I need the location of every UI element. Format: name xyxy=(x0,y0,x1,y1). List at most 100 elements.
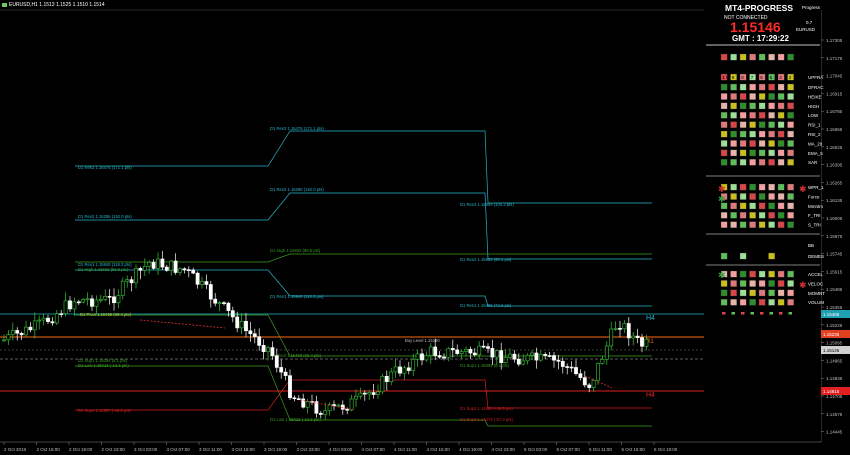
signal-cell xyxy=(749,149,756,157)
signal-cell xyxy=(720,212,728,219)
candle-body xyxy=(472,352,477,356)
candle-body xyxy=(138,268,143,271)
signal-label: HEIKE xyxy=(808,94,822,99)
candle-body xyxy=(129,279,134,284)
signal-cell xyxy=(739,183,747,191)
candle-body xyxy=(68,300,72,310)
yaxis-label: 1.16265 xyxy=(826,180,843,185)
signal-cell xyxy=(730,83,737,91)
xaxis-label: 5 Oct 07:00 xyxy=(557,447,581,452)
signal-cell xyxy=(787,270,794,278)
signal-label: DFRAC xyxy=(808,85,824,90)
signal-cell xyxy=(739,149,747,157)
signal-cell xyxy=(720,270,728,278)
level-label-left: D1 Low 1.15013 (-13.3 pts) xyxy=(78,363,129,368)
signal-cell xyxy=(768,159,775,166)
trend-dotted-line xyxy=(299,399,356,411)
candle-body xyxy=(156,258,160,269)
window-title: EURUSD,H1 1.1513 1.1525 1.1510 1.1514 xyxy=(2,2,105,8)
signal-label: F_TRI xyxy=(808,213,821,218)
tf-cell xyxy=(758,73,766,81)
signal-label: EMA_5 xyxy=(808,151,823,156)
candle-body xyxy=(305,401,310,408)
signal-cell xyxy=(777,280,785,287)
yaxis-label: 1.14445 xyxy=(826,430,843,435)
price-tag-label: 1.14915 xyxy=(823,389,840,394)
candle-body xyxy=(173,260,178,273)
h4-low-label: H4 xyxy=(646,392,655,399)
candle-body xyxy=(371,392,376,395)
xaxis-label: 3 Oct 23:00 xyxy=(297,447,321,452)
signal-cell xyxy=(758,121,766,128)
yaxis-label: 1.15225 xyxy=(826,323,843,328)
candle-body xyxy=(349,398,354,411)
signal-cell xyxy=(768,289,775,297)
candle-body xyxy=(538,354,543,361)
candle-body xyxy=(631,335,636,339)
candle-body xyxy=(468,349,473,354)
tf-cell xyxy=(777,73,785,81)
candle-body xyxy=(389,371,394,382)
candle-body xyxy=(261,345,266,353)
price-tag-label: 1.15235 xyxy=(823,332,840,337)
yaxis-label: 1.15745 xyxy=(826,252,843,257)
candle-body xyxy=(191,269,196,274)
candle-body xyxy=(90,298,94,307)
signal-cell xyxy=(720,289,728,297)
signal-cell xyxy=(739,280,747,287)
bb-cell xyxy=(720,252,728,260)
level-label: D1 Sup1 1.15094 (8.1 pts) xyxy=(460,363,510,368)
candle-body xyxy=(358,392,363,397)
xaxis-label: 4 Oct 11:00 xyxy=(394,447,417,452)
signal-cell xyxy=(739,193,747,200)
candle-body xyxy=(222,302,226,304)
yaxis-label: 1.17175 xyxy=(826,56,843,61)
signal-cell xyxy=(768,140,775,147)
xaxis-label: 4 Oct 03:00 xyxy=(329,447,353,452)
tf-digit: 9 xyxy=(732,75,735,80)
signal-cell xyxy=(758,183,766,191)
candle-body xyxy=(600,359,605,364)
signal-cell xyxy=(730,112,737,119)
signal-cell xyxy=(720,93,728,100)
xaxis-label: 3 Oct 15:00 xyxy=(232,447,256,452)
signal-cell xyxy=(777,183,785,191)
candle-body xyxy=(384,375,389,382)
candle-body xyxy=(560,360,565,367)
signal-label: LOW xyxy=(808,113,819,118)
signal-cell xyxy=(730,159,737,166)
summary-cell xyxy=(758,53,766,61)
signal-cell xyxy=(720,193,728,200)
signal-cell xyxy=(777,121,785,128)
signal-cell xyxy=(777,193,785,200)
candle-body xyxy=(609,328,614,347)
dot-marker xyxy=(741,312,745,315)
signal-cell xyxy=(720,102,728,110)
signal-cell xyxy=(787,299,794,306)
candle-body xyxy=(464,349,468,352)
candle-body xyxy=(244,320,248,332)
tf-cell xyxy=(739,73,747,81)
signal-cell xyxy=(749,289,756,297)
signal-label: S_TRI xyxy=(808,223,821,228)
signal-cell xyxy=(749,130,756,138)
candle-body xyxy=(596,363,600,381)
progress-tag: Progress xyxy=(802,5,821,10)
tf-digit: 8 xyxy=(741,75,744,80)
candle-body xyxy=(46,317,50,322)
summary-cell xyxy=(720,53,728,61)
candle-body xyxy=(336,404,341,407)
dot-marker xyxy=(788,312,792,315)
candle-body xyxy=(530,352,534,356)
candle-body xyxy=(32,320,37,331)
signal-cell xyxy=(768,149,775,157)
candle-body xyxy=(459,351,464,354)
candle-body xyxy=(411,358,416,371)
signal-cell xyxy=(777,93,785,100)
candle-body xyxy=(63,300,68,314)
signal-cell xyxy=(749,159,756,166)
candle-body xyxy=(178,268,182,273)
level-label-left: D1 High 1.15632 (86.6 pts) xyxy=(78,267,129,272)
summary-cell xyxy=(749,53,756,61)
